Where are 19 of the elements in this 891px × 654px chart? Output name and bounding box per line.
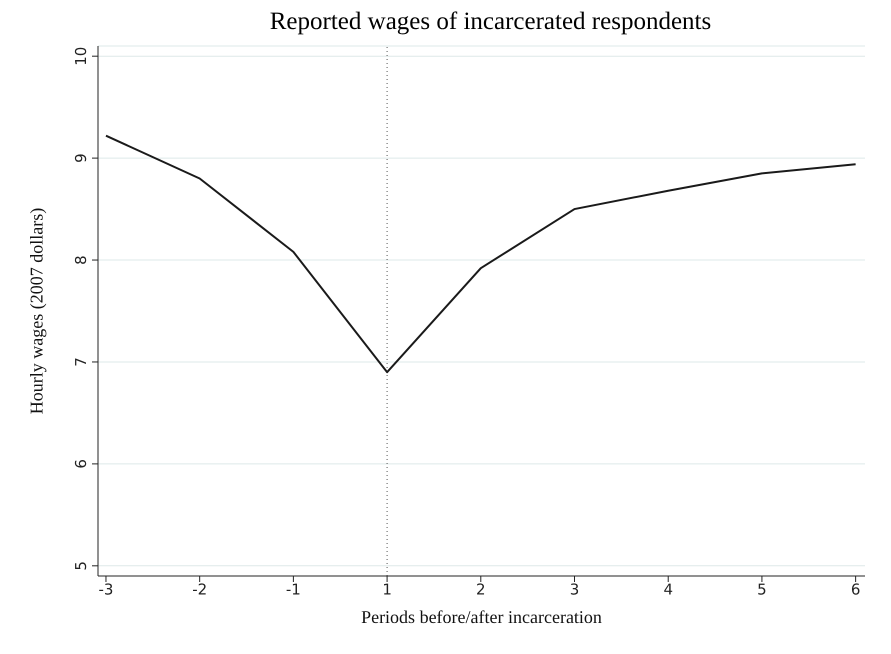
- y-tick-label: 8: [72, 255, 90, 265]
- x-tick-label: -1: [286, 580, 301, 599]
- line-series: [104, 134, 857, 374]
- x-tick-label: 2: [476, 580, 486, 599]
- y-tick-label: 6: [72, 459, 90, 469]
- x-tick-label: 6: [850, 580, 860, 599]
- x-tick-label: 1: [382, 580, 392, 599]
- x-tick-label: 5: [757, 580, 767, 599]
- x-tick-label: 3: [570, 580, 580, 599]
- y-tick-label: 10: [72, 46, 90, 66]
- x-tick-label: 4: [663, 580, 673, 599]
- y-tick-label: 9: [72, 153, 90, 163]
- y-axis-title: Hourly wages (2007 dollars): [26, 208, 46, 414]
- x-tick-label: -3: [98, 580, 114, 599]
- y-tick-label: 5: [72, 561, 90, 571]
- x-tick-label: -2: [192, 580, 208, 599]
- x-axis-title: Periods before/after incarceration: [361, 607, 602, 627]
- y-tick-label: 7: [72, 357, 90, 367]
- chart-title: Reported wages of incarcerated respondents: [268, 8, 712, 36]
